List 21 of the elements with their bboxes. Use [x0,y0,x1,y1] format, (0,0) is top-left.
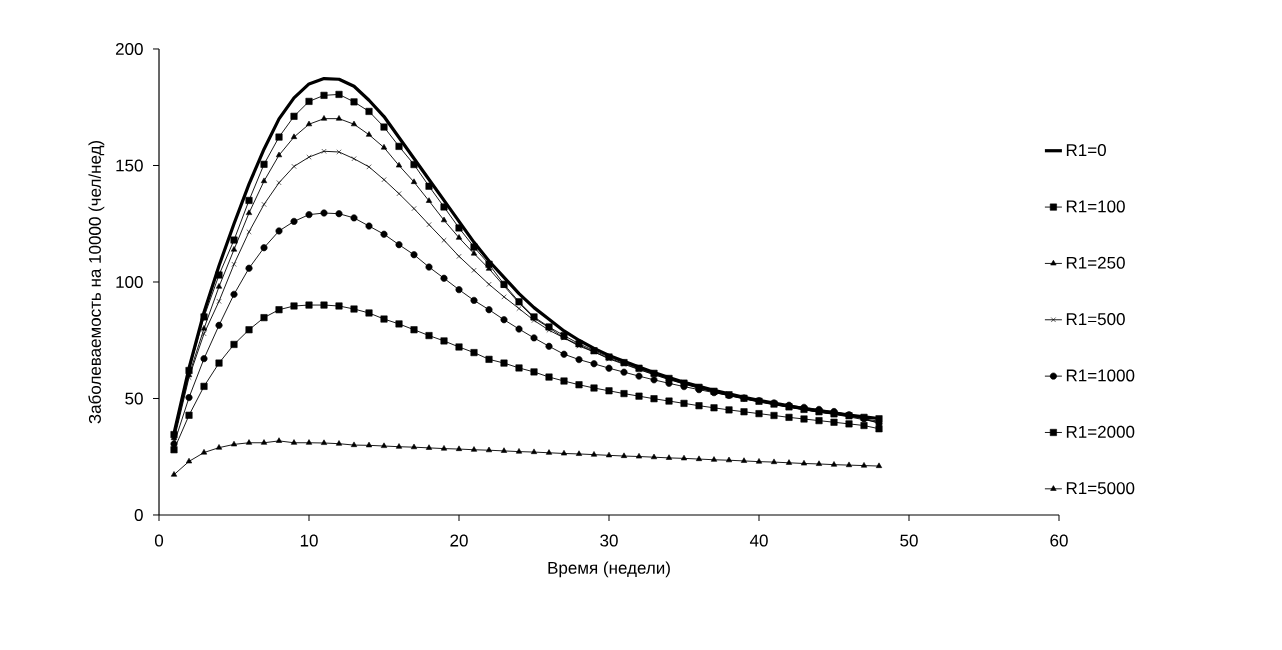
legend-label: R1=5000 [1066,482,1135,495]
legend-label: R1=0 [1066,144,1106,157]
y-axis-title: Заболеваемость на 10000 (чел/нед) [88,140,105,424]
legend-label: R1=2000 [1066,425,1135,438]
y-tick-label: 150 [116,159,143,172]
legend-label: R1=500 [1066,313,1125,326]
x-tick-label: 60 [1050,534,1068,547]
y-tick-label: 50 [125,392,143,405]
x-axis-title: Время (недели) [548,561,670,578]
legend-label: R1=100 [1066,200,1125,213]
x-tick-label: 40 [749,534,768,547]
x-tick-label: 50 [900,534,918,547]
x-tick-label: 10 [300,534,318,547]
y-tick-label: 100 [116,275,143,289]
y-tick-label: 0 [134,508,143,522]
x-tick-label: 30 [600,534,618,547]
x-tick-label: 20 [450,534,468,547]
legend-label: R1=1000 [1066,369,1135,382]
legend-label: R1=250 [1066,256,1125,269]
y-tick-label: 200 [115,42,143,56]
x-tick-label: 0 [154,534,164,547]
